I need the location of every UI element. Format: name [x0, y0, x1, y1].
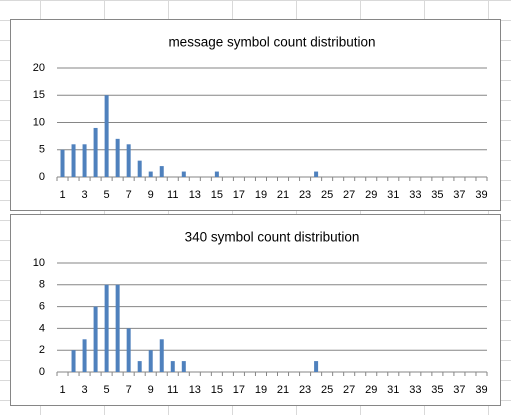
y-tick-label: 15: [33, 89, 45, 101]
bar: [148, 171, 153, 177]
x-tick-label: 15: [211, 189, 223, 201]
x-tick-label: 1: [59, 189, 65, 201]
bar: [104, 284, 109, 372]
x-tick-label: 5: [104, 384, 110, 396]
bar: [181, 361, 186, 372]
bar: [137, 160, 142, 177]
x-tick-label: 13: [189, 384, 201, 396]
x-tick-label: 39: [475, 384, 487, 396]
x-tick-label: 19: [255, 384, 267, 396]
x-tick-label: 9: [148, 189, 154, 201]
x-tick-label: 35: [431, 189, 443, 201]
x-tick-label: 37: [453, 384, 465, 396]
chart: message symbol count distribution0510152…: [10, 19, 501, 211]
x-tick-label: 11: [167, 384, 178, 396]
bar: [93, 127, 98, 177]
x-tick-label: 17: [233, 384, 245, 396]
y-tick-label: 0: [39, 171, 45, 183]
x-tick-label: 23: [299, 384, 311, 396]
x-tick-label: 23: [299, 189, 311, 201]
x-tick-label: 19: [255, 189, 267, 201]
y-tick-label: 4: [39, 322, 45, 334]
x-tick-label: 9: [148, 384, 154, 396]
x-tick-label: 13: [189, 189, 201, 201]
y-tick-label: 8: [39, 279, 45, 291]
bar: [181, 171, 186, 177]
x-tick-label: 15: [211, 384, 223, 396]
bar: [214, 171, 219, 177]
y-tick-label: 6: [39, 301, 45, 313]
bar: [82, 144, 87, 177]
x-tick-label: 33: [409, 189, 421, 201]
bar: [170, 361, 175, 372]
x-tick-label: 25: [321, 384, 333, 396]
bar: [71, 144, 76, 177]
x-tick-label: 33: [409, 384, 421, 396]
x-tick-label: 7: [126, 189, 132, 201]
chart-title: 340 symbol count distribution: [185, 230, 360, 245]
x-tick-label: 17: [233, 189, 245, 201]
x-tick-label: 27: [343, 384, 355, 396]
y-tick-label: 2: [39, 344, 45, 356]
x-tick-label: 3: [82, 189, 88, 201]
x-tick-label: 27: [343, 189, 355, 201]
bar: [159, 339, 164, 372]
bar: [137, 361, 142, 372]
y-tick-label: 10: [33, 257, 45, 269]
x-tick-label: 31: [387, 384, 399, 396]
x-tick-label: 11: [167, 189, 178, 201]
bar: [159, 166, 164, 177]
x-tick-label: 21: [277, 189, 289, 201]
x-tick-label: 7: [126, 384, 132, 396]
bar: [148, 350, 153, 372]
bar: [126, 144, 131, 177]
bar: [60, 149, 65, 177]
x-tick-label: 25: [321, 189, 333, 201]
chart-title: message symbol count distribution: [168, 35, 375, 50]
bar: [126, 328, 131, 372]
bar: [104, 95, 109, 177]
bar: [71, 350, 76, 372]
y-tick-label: 0: [39, 366, 45, 378]
x-tick-label: 29: [365, 189, 377, 201]
bar: [93, 306, 98, 372]
y-tick-label: 10: [33, 116, 45, 128]
y-tick-label: 5: [39, 144, 45, 156]
y-tick-label: 20: [33, 62, 45, 74]
x-tick-label: 1: [59, 384, 65, 396]
x-tick-label: 31: [387, 189, 399, 201]
bar: [115, 284, 120, 372]
x-tick-label: 21: [277, 384, 289, 396]
x-tick-label: 3: [82, 384, 88, 396]
x-tick-label: 35: [431, 384, 443, 396]
bar: [115, 138, 120, 177]
bar: [82, 339, 87, 372]
x-tick-label: 5: [104, 189, 110, 201]
x-tick-label: 29: [365, 384, 377, 396]
bar: [314, 361, 319, 372]
bar: [314, 171, 319, 177]
x-tick-label: 37: [453, 189, 465, 201]
x-tick-label: 39: [475, 189, 487, 201]
